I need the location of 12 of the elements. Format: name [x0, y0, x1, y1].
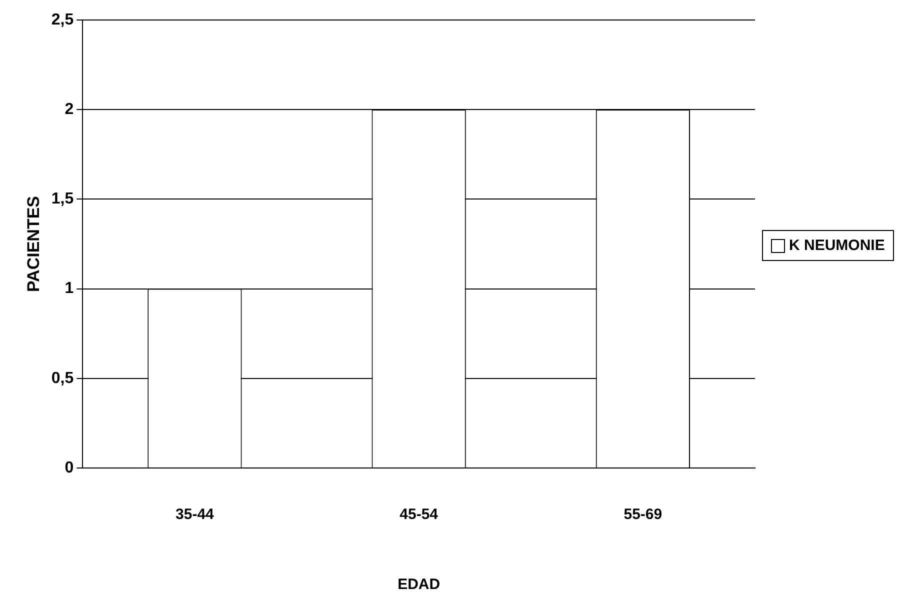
y-axis-title: PACIENTES	[24, 196, 43, 292]
y-tick-label: 1,5	[51, 190, 74, 208]
y-tick-label: 2	[64, 101, 74, 118]
text: K NEUMONIE	[789, 237, 885, 254]
y-tick-label: 1	[64, 280, 74, 298]
y-tick-label: 0,5	[51, 370, 74, 387]
x-axis-title: EDAD	[398, 576, 440, 594]
y-tick-label: 2,5	[51, 11, 74, 28]
x-tick-label: 55-69	[624, 506, 662, 524]
x-tick-label: 45-54	[400, 506, 439, 524]
x-tick-label: 35-44	[176, 506, 215, 524]
y-tick-label: 0	[64, 459, 74, 476]
